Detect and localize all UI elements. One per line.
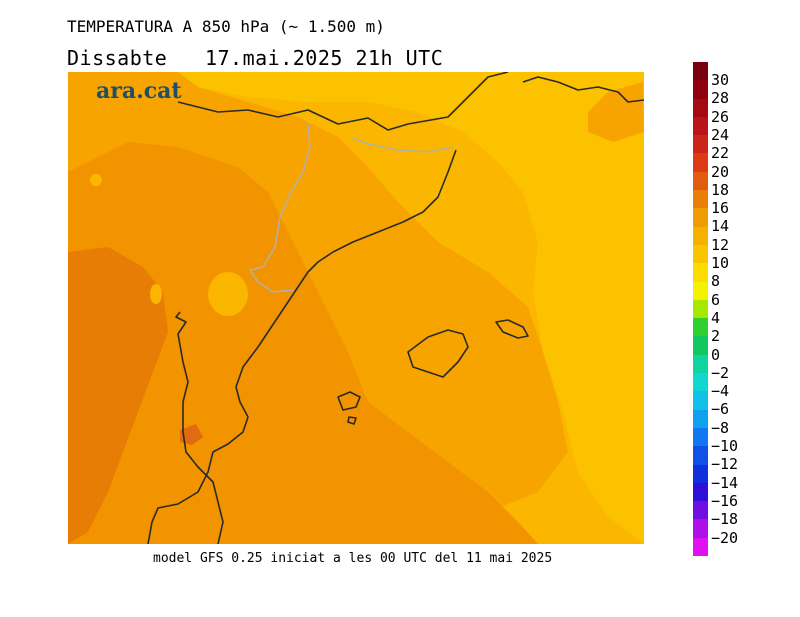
colorbar-segment bbox=[693, 336, 708, 356]
cool-spot-2 bbox=[150, 284, 162, 304]
colorbar-segment bbox=[693, 391, 708, 411]
cool-spot-3 bbox=[90, 174, 102, 186]
colorbar-tick-label: 6 bbox=[711, 290, 721, 309]
colorbar-segment bbox=[693, 263, 708, 283]
colorbar-tick-label: 10 bbox=[711, 254, 730, 272]
colorbar-tick-label: 18 bbox=[711, 180, 730, 199]
colorbar-tick-label: −6 bbox=[711, 400, 730, 419]
colorbar-tick-label: 8 bbox=[711, 272, 721, 291]
colorbar-segment bbox=[693, 116, 708, 136]
island-mallorca bbox=[407, 329, 469, 378]
colorbar-segment bbox=[693, 519, 708, 539]
colorbar-tick-label: 28 bbox=[711, 89, 730, 108]
colorbar-segment bbox=[693, 373, 708, 392]
colorbar-tick-label: 16 bbox=[711, 199, 730, 218]
colorbar-segment bbox=[693, 318, 708, 337]
colorbar-segment bbox=[693, 464, 708, 484]
colorbar-tick-label: 12 bbox=[711, 235, 730, 254]
colorbar-segment bbox=[693, 153, 708, 173]
region-border bbox=[248, 123, 311, 293]
island-formentera bbox=[347, 416, 357, 425]
colorbar-tick-label: −12 bbox=[711, 455, 739, 474]
map-subtitle: Dissabte 17.mai.2025 21h UTC bbox=[67, 46, 444, 70]
colorbar-tick-label: 26 bbox=[711, 107, 730, 126]
temperature-map bbox=[68, 72, 644, 544]
colorbar-tick-label: 30 bbox=[711, 71, 730, 89]
colorbar-segment bbox=[693, 226, 708, 246]
map-canvas bbox=[68, 72, 644, 544]
colorbar-tick-label: 0 bbox=[711, 345, 721, 364]
colorbar-segment bbox=[693, 281, 708, 301]
temp-zone-8-10 bbox=[178, 72, 644, 544]
model-info: model GFS 0.25 iniciat a les 00 UTC del … bbox=[153, 551, 553, 566]
colorbar-tick-label: −20 bbox=[711, 528, 739, 547]
colorbar-tick-label: −16 bbox=[711, 491, 739, 510]
colorbar-segment bbox=[693, 62, 708, 81]
colorbar-tick-label: 4 bbox=[711, 308, 721, 327]
colorbar-segment bbox=[693, 135, 708, 154]
colorbar-tick-label: 20 bbox=[711, 162, 730, 181]
colorbar-tick-label: −18 bbox=[711, 510, 739, 529]
colorbar-tick-label: 22 bbox=[711, 144, 730, 163]
coastline-catalonia bbox=[147, 149, 457, 544]
colorbar-tick-label: 14 bbox=[711, 217, 730, 236]
island-menorca bbox=[495, 319, 529, 339]
coastline-valencia bbox=[175, 311, 224, 544]
cool-spot-1 bbox=[208, 272, 248, 316]
colorbar-tick-label: −14 bbox=[711, 473, 739, 492]
temp-zone-16-18 bbox=[68, 247, 168, 544]
temp-zone-18-20 bbox=[180, 424, 203, 445]
colorbar-tick-label: −2 bbox=[711, 363, 730, 382]
colorbar-segment bbox=[693, 446, 708, 465]
colorbar-tick-label: 24 bbox=[711, 125, 730, 144]
colorbar-segment bbox=[693, 409, 708, 429]
colorbar-segment bbox=[693, 208, 708, 228]
colorbar-segment bbox=[693, 482, 708, 502]
colorbar-segment bbox=[693, 299, 708, 319]
colorbar-segment bbox=[693, 244, 708, 264]
region-border-north bbox=[352, 137, 454, 153]
colorbar-segment bbox=[693, 98, 708, 118]
colorbar-segment bbox=[693, 171, 708, 191]
colorbar-tick-label: −8 bbox=[711, 418, 730, 437]
colorbar-tick-label: 2 bbox=[711, 327, 721, 346]
map-title: TEMPERATURA A 850 hPa (~ 1.500 m) bbox=[67, 17, 385, 36]
colorbar-segment bbox=[693, 427, 708, 447]
colorbar-segment bbox=[693, 537, 708, 557]
colorbar-tick-label: −10 bbox=[711, 437, 739, 455]
coastline bbox=[177, 72, 509, 131]
colorbar-segment bbox=[693, 501, 708, 520]
north-east-zone bbox=[588, 82, 644, 142]
colorbar-segment bbox=[693, 80, 708, 100]
colorbar-segment bbox=[693, 354, 708, 374]
island-eivissa bbox=[337, 391, 361, 411]
brand-logo: ara.cat bbox=[96, 78, 182, 104]
coastline-east bbox=[522, 76, 644, 103]
colorbar-tick-label: −4 bbox=[711, 382, 730, 401]
temperature-colorbar bbox=[693, 62, 708, 557]
colorbar-segment bbox=[693, 190, 708, 209]
